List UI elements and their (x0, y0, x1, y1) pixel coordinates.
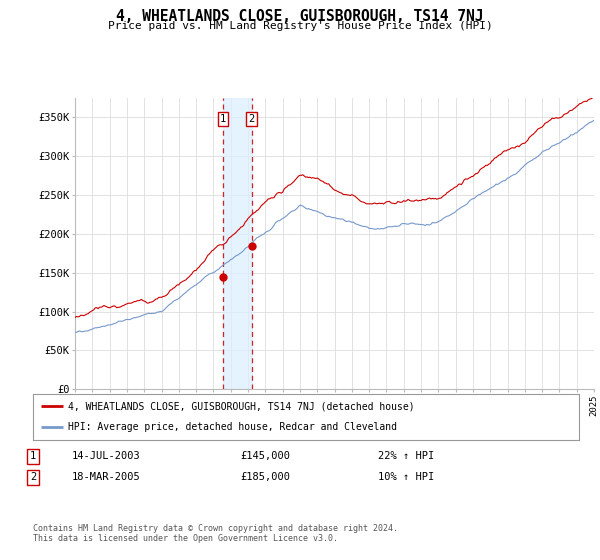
Text: 1: 1 (220, 114, 226, 124)
Bar (223, 98, 251, 389)
Text: 10% ↑ HPI: 10% ↑ HPI (378, 472, 434, 482)
Text: 4, WHEATLANDS CLOSE, GUISBOROUGH, TS14 7NJ (detached house): 4, WHEATLANDS CLOSE, GUISBOROUGH, TS14 7… (68, 401, 415, 411)
Text: 14-JUL-2003: 14-JUL-2003 (72, 451, 141, 461)
Text: £185,000: £185,000 (240, 472, 290, 482)
Text: 4, WHEATLANDS CLOSE, GUISBOROUGH, TS14 7NJ: 4, WHEATLANDS CLOSE, GUISBOROUGH, TS14 7… (116, 9, 484, 24)
Text: 1: 1 (30, 451, 36, 461)
Text: 2: 2 (30, 472, 36, 482)
Text: 18-MAR-2005: 18-MAR-2005 (72, 472, 141, 482)
Text: 2: 2 (248, 114, 255, 124)
Text: £145,000: £145,000 (240, 451, 290, 461)
Text: Price paid vs. HM Land Registry's House Price Index (HPI): Price paid vs. HM Land Registry's House … (107, 21, 493, 31)
Text: HPI: Average price, detached house, Redcar and Cleveland: HPI: Average price, detached house, Redc… (68, 422, 397, 432)
Text: 22% ↑ HPI: 22% ↑ HPI (378, 451, 434, 461)
Text: Contains HM Land Registry data © Crown copyright and database right 2024.
This d: Contains HM Land Registry data © Crown c… (33, 524, 398, 543)
